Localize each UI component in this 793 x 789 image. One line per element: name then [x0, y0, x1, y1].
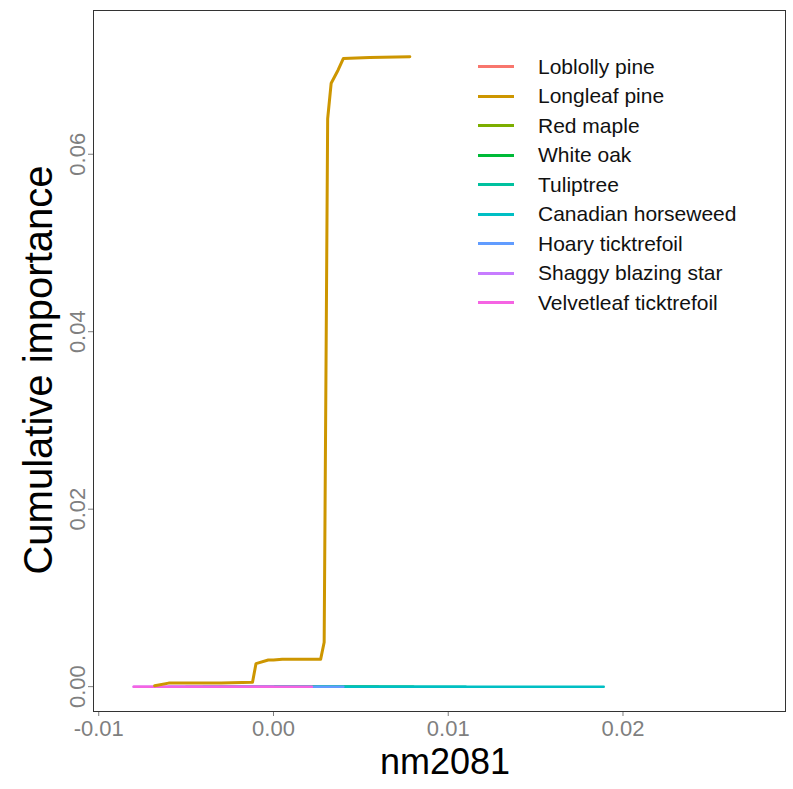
html-text:Longleaf pine: Longleaf pine [538, 84, 665, 108]
svg-text:0.00: 0.00 [252, 716, 295, 741]
svg-text:0.02: 0.02 [65, 488, 90, 531]
html-text:Loblolly pine: Loblolly pine [538, 54, 655, 78]
svg-text:0.06: 0.06 [65, 133, 90, 176]
html-text:Hoary ticktrefoil: Hoary ticktrefoil [538, 231, 683, 255]
html-text:Tuliptree: Tuliptree [538, 172, 619, 196]
html-text:Shaggy blazing star: Shaggy blazing star [538, 261, 723, 285]
svg-text:0.02: 0.02 [602, 716, 645, 741]
html-text:Canadian horseweed: Canadian horseweed [538, 202, 737, 226]
svg-text:0.04: 0.04 [65, 310, 90, 353]
html-text:nm2081: nm2081 [379, 741, 511, 782]
svg-text:0.00: 0.00 [65, 665, 90, 708]
html-text:Red maple: Red maple [538, 113, 640, 137]
html-text:White oak: White oak [538, 143, 632, 167]
html-text:Velvetleaf ticktrefoil: Velvetleaf ticktrefoil [538, 290, 718, 314]
svg-text:0.01: 0.01 [427, 716, 470, 741]
html-text:Cumulative importance: Cumulative importance [15, 165, 60, 575]
svg-text:-0.01: -0.01 [74, 716, 124, 741]
